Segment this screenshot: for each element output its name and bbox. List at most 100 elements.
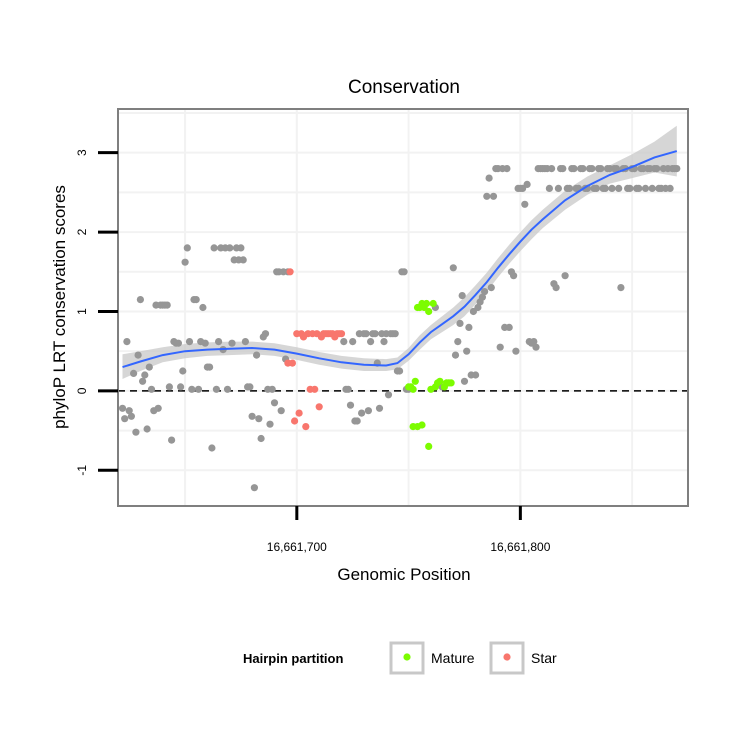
legend-title: Hairpin partition [243,651,343,666]
point-mature-8 [422,299,431,308]
point-other-47 [223,385,232,393]
point-mature-22 [425,442,433,450]
point-other-91 [375,404,384,412]
point-other-159 [565,184,574,192]
point-other-207 [673,165,681,173]
point-other-111 [458,292,466,300]
point-other-100 [396,367,404,375]
point-other-5 [130,369,138,377]
point-other-28 [181,258,189,266]
point-other-190 [635,184,643,192]
point-other-64 [261,330,270,338]
point-mature-14 [436,377,444,385]
point-other-134 [509,272,518,280]
point-other-10 [141,371,149,379]
point-other-61 [255,415,263,423]
point-other-169 [588,165,596,173]
y-axis-label: phyloP LRT conservation scores [50,185,69,429]
point-other-4 [127,412,135,420]
point-star-2 [288,359,296,367]
point-other-157 [561,272,569,280]
point-other-193 [641,184,650,192]
point-other-31 [188,385,196,393]
legend-label-star: Star [531,650,557,666]
point-other-131 [503,165,511,173]
point-other-41 [210,244,218,252]
point-other-9 [139,377,147,385]
point-other-53 [237,244,245,252]
point-other-62 [257,434,265,443]
point-other-71 [277,407,285,415]
point-other-109 [454,338,462,346]
x-axis: 16,661,700 16,661,800 [267,506,551,554]
point-other-79 [349,338,357,346]
point-other-54 [239,256,247,264]
panel-border [117,108,689,507]
point-other-55 [241,338,249,346]
point-other-143 [530,338,538,346]
smooth-confidence-ribbon [122,125,677,379]
point-other-171 [592,184,601,192]
point-other-98 [391,330,399,338]
point-other-102 [400,268,408,276]
point-other-78 [346,401,355,409]
point-other-140 [523,180,531,188]
point-other-34 [194,385,203,393]
point-other-132 [505,323,513,331]
point-other-39 [206,363,214,371]
point-other-58 [248,412,256,420]
point-other-110 [456,319,464,327]
point-other-20 [163,301,171,309]
point-other-117 [472,371,480,379]
point-other-108 [451,351,460,359]
point-other-154 [554,184,563,192]
point-other-22 [168,436,176,444]
point-other-153 [552,284,560,292]
point-other-12 [145,363,153,371]
point-other-118 [474,303,482,312]
point-mature-9 [425,307,433,316]
point-other-16 [154,404,162,412]
y-tick-label-3: 2 [75,228,89,235]
point-other-40 [208,444,216,452]
point-other-1 [121,415,129,423]
point-other-182 [617,284,625,292]
point-other-107 [449,264,457,272]
point-other-139 [521,200,529,208]
legend-label-mature: Mature [431,650,475,666]
point-other-89 [371,330,379,338]
point-mature-2 [409,385,417,393]
point-other-66 [266,420,274,428]
point-other-48 [226,244,234,252]
point-other-120 [478,293,486,301]
point-other-198 [653,165,661,173]
point-other-124 [487,284,495,292]
legend-key-mature-dot [403,653,411,661]
point-other-43 [215,338,223,346]
point-other-3 [125,407,133,415]
y-tick-label-2: 1 [75,308,89,315]
point-other-75 [340,338,348,346]
point-other-77 [344,385,352,393]
point-other-13 [147,385,156,393]
point-other-33 [192,296,200,304]
point-other-67 [268,385,276,393]
point-mature-18 [447,379,455,387]
point-other-161 [570,165,578,173]
point-other-57 [246,383,254,391]
point-other-181 [615,184,623,192]
point-other-95 [384,391,393,399]
chart-title: Conservation [348,77,460,98]
point-other-81 [353,417,361,425]
point-other-113 [463,347,471,355]
point-star-3 [291,417,299,425]
y-axis: -1 0 1 2 3 [75,149,118,476]
point-mature-21 [418,421,426,429]
point-other-123 [485,174,493,182]
point-other-42 [212,385,220,393]
point-other-29 [183,244,191,252]
point-other-49 [228,339,236,347]
point-star-8 [302,423,310,431]
point-other-114 [465,323,473,331]
